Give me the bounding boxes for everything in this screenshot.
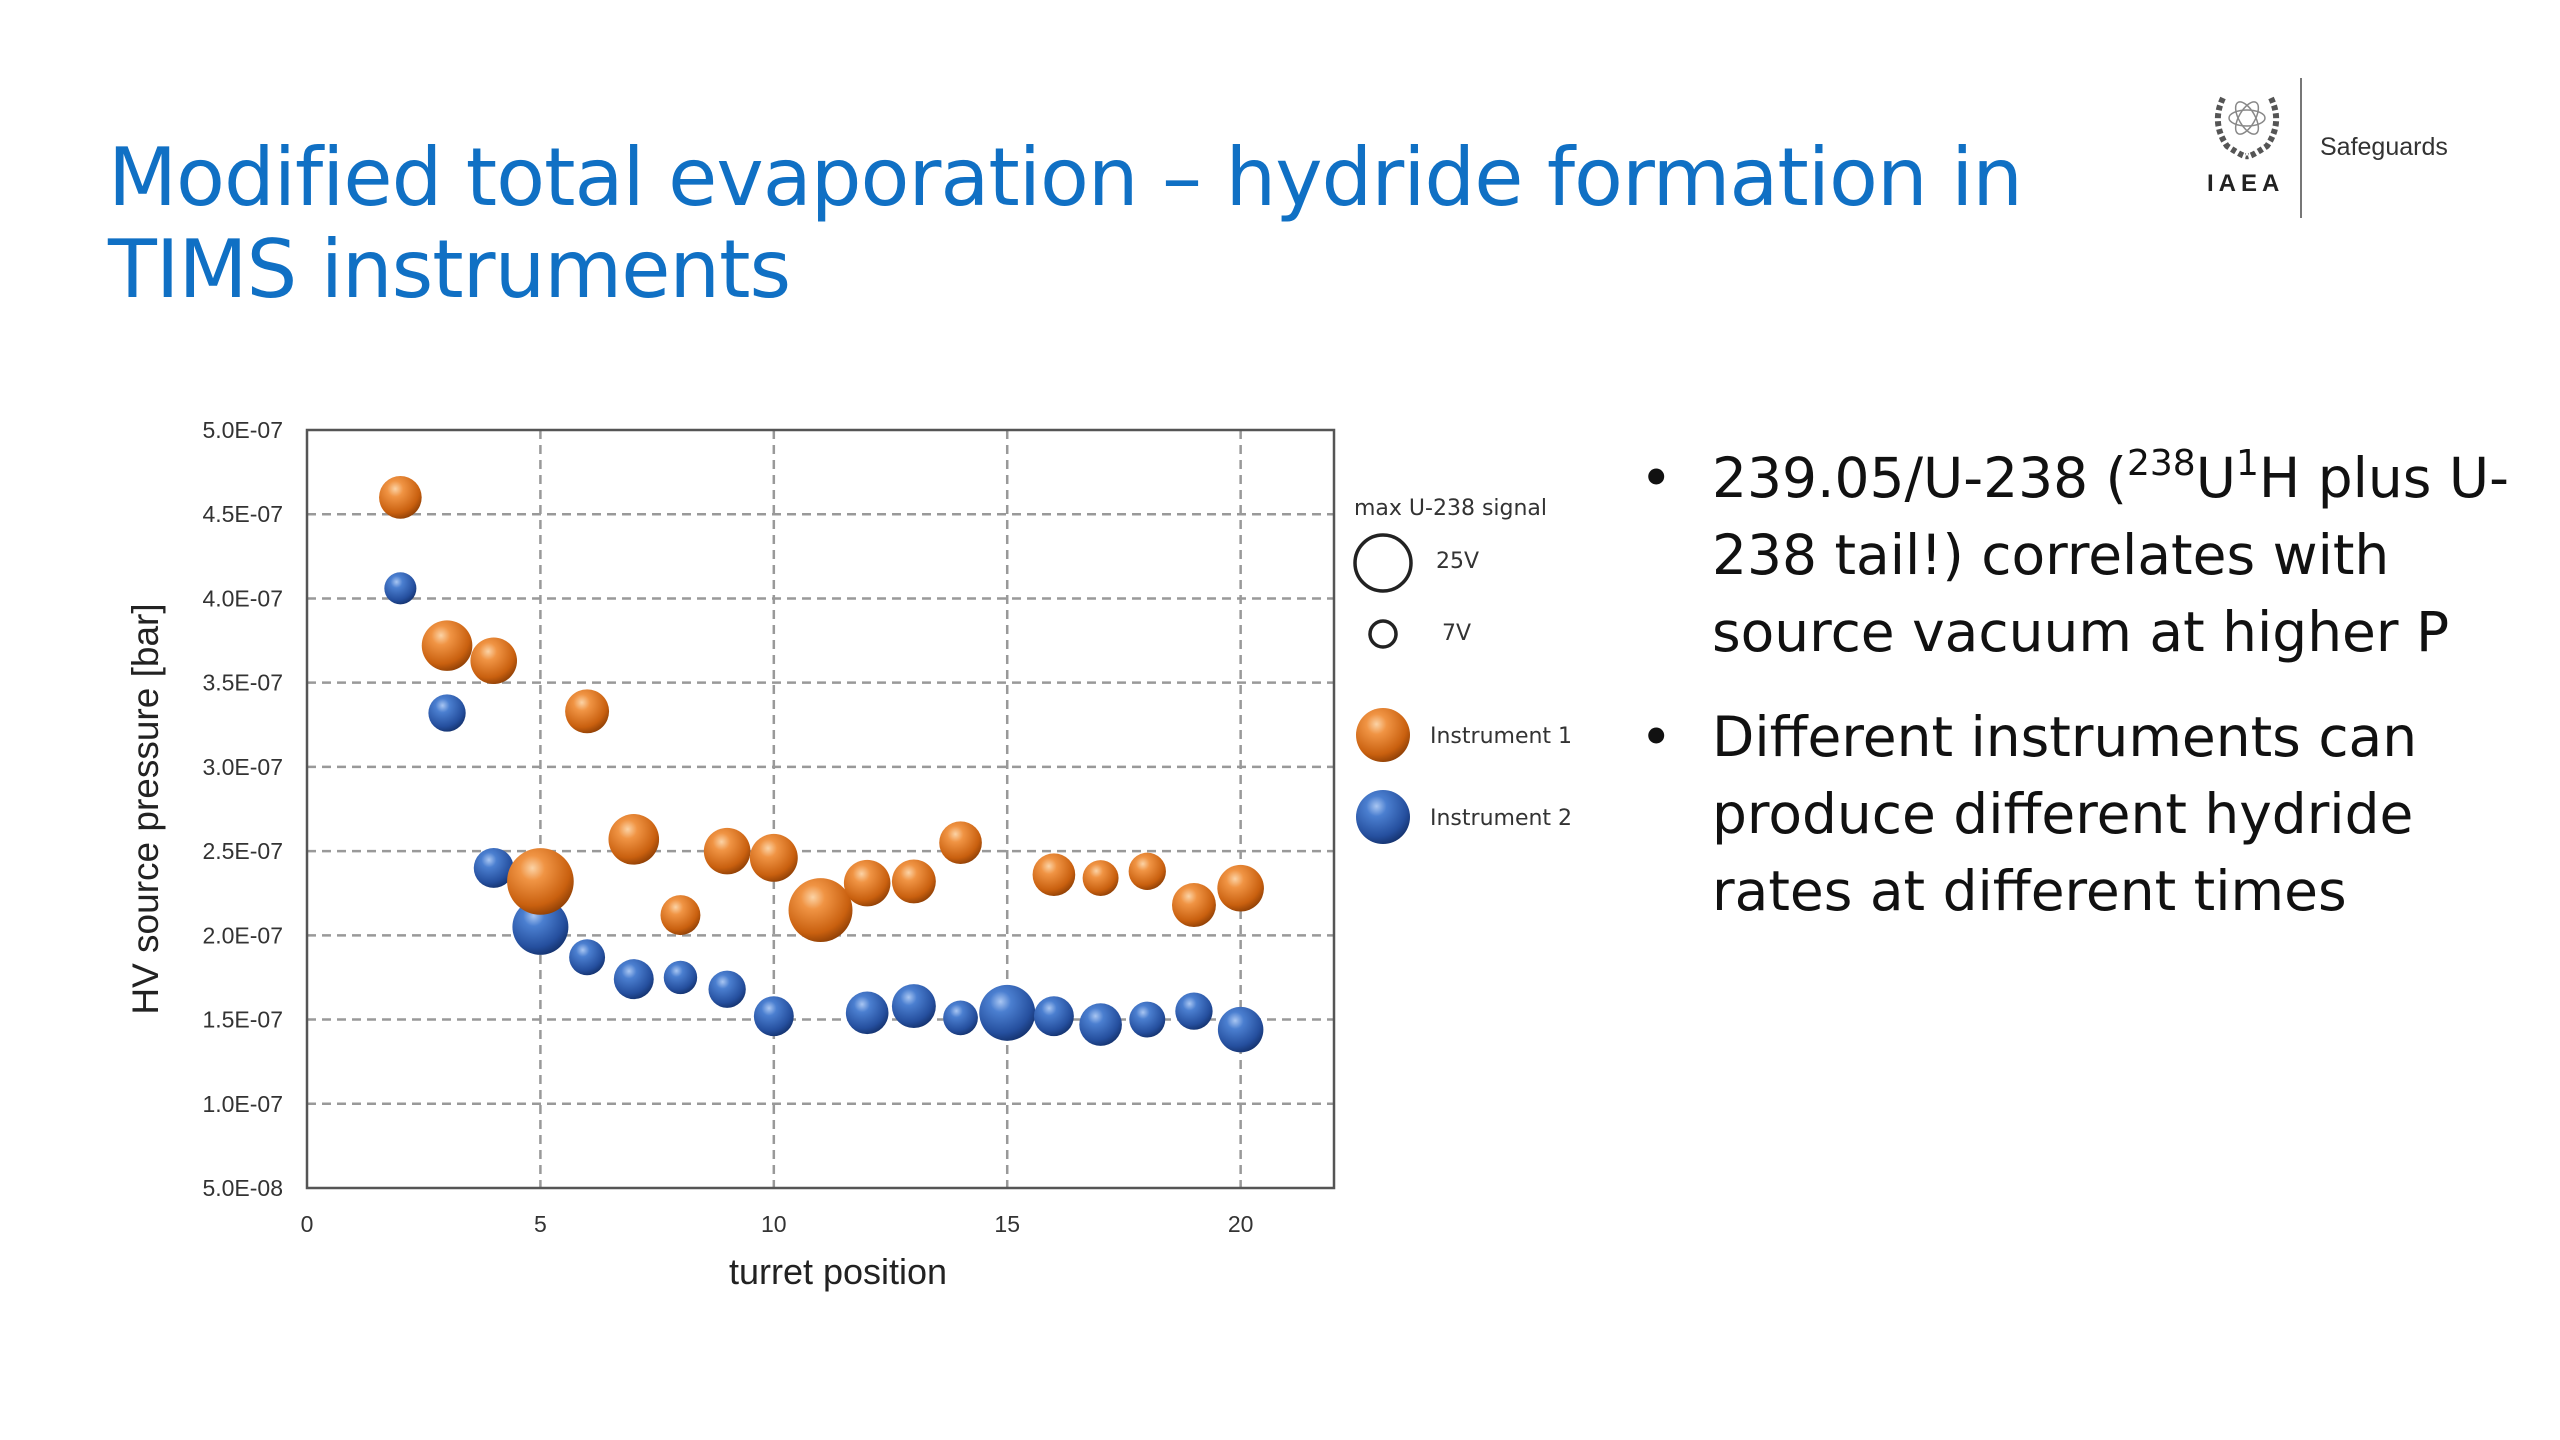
data-point-instrument-2 xyxy=(569,939,606,976)
legend-size-25v-label: 25V xyxy=(1436,549,1479,574)
y-tick-label: 1.5E-07 xyxy=(202,1007,283,1033)
plot-frame xyxy=(305,428,1336,1190)
x-tick-label: 5 xyxy=(534,1211,547,1237)
bullet-text: 239.05/U-238 ( xyxy=(1712,446,2127,510)
data-point-instrument-1 xyxy=(660,895,701,936)
data-point-instrument-1 xyxy=(421,620,473,671)
data-point-instrument-2 xyxy=(1217,1006,1264,1053)
y-tick-label: 5.0E-07 xyxy=(202,417,283,443)
x-tick-label: 20 xyxy=(1228,1211,1254,1237)
iaea-emblem-icon xyxy=(2214,96,2280,160)
data-point-instrument-2 xyxy=(979,984,1036,1041)
data-point-instrument-1 xyxy=(703,827,751,875)
bullet-item: • Different instruments can produce diff… xyxy=(1640,699,2540,930)
y-tick-label: 1.0E-07 xyxy=(202,1091,283,1117)
y-tick-label: 4.5E-07 xyxy=(202,501,283,527)
data-point-instrument-1 xyxy=(1032,853,1076,897)
iaea-logo: IAEA Safeguards xyxy=(2195,78,2515,220)
data-point-instrument-2 xyxy=(428,694,466,732)
y-tick-label: 2.0E-07 xyxy=(202,922,283,948)
legend-size-title: max U-238 signal xyxy=(1354,496,1547,521)
data-point-instrument-1 xyxy=(1217,864,1264,912)
legend-size-7v-circle xyxy=(1368,619,1398,649)
data-point-instrument-2 xyxy=(512,898,569,955)
x-tick-label: 15 xyxy=(994,1211,1020,1237)
data-point-instrument-1 xyxy=(507,848,574,915)
data-point-instrument-1 xyxy=(470,637,518,685)
x-tick-label: 10 xyxy=(761,1211,787,1237)
legend-instrument1-marker xyxy=(1356,708,1410,762)
data-point-instrument-1 xyxy=(843,859,891,907)
data-point-instrument-2 xyxy=(708,970,746,1008)
data-point-instrument-1 xyxy=(749,833,798,882)
data-point-instrument-2 xyxy=(1175,992,1213,1030)
bullet-text: U xyxy=(2195,446,2236,510)
bullet-item: • 239.05/U-238 (238U1H plus U-238 tail!)… xyxy=(1640,440,2540,671)
y-axis-label: HV source pressure [bar] xyxy=(125,603,166,1014)
data-point-instrument-2 xyxy=(891,984,936,1029)
data-point-instrument-1 xyxy=(379,476,422,519)
bullet-list: • 239.05/U-238 (238U1H plus U-238 tail!)… xyxy=(1640,440,2540,958)
y-tick-label: 5.0E-08 xyxy=(202,1175,283,1201)
data-point-instrument-2 xyxy=(1079,1003,1122,1046)
legend-instrument2-marker xyxy=(1356,790,1410,844)
data-point-instrument-1 xyxy=(1082,860,1119,897)
data-point-instrument-1 xyxy=(891,859,936,904)
logo-department-text: Safeguards xyxy=(2320,133,2448,161)
superscript: 238 xyxy=(2127,443,2196,484)
data-point-instrument-2 xyxy=(1033,996,1074,1037)
data-point-instrument-2 xyxy=(1129,1001,1166,1038)
bullet-text: H plus U-238 tail!) correlates with sour… xyxy=(1712,446,2510,664)
legend: max U-238 signal 25V 7V Instrument 1 Ins… xyxy=(1353,496,1572,844)
data-point-instrument-1 xyxy=(608,814,660,865)
y-tick-label: 3.5E-07 xyxy=(202,670,283,696)
data-point-instrument-1 xyxy=(565,689,610,734)
data-point-instrument-1 xyxy=(788,878,853,943)
y-tick-label: 3.0E-07 xyxy=(202,754,283,780)
data-point-instrument-2 xyxy=(663,960,698,995)
y-tick-label: 2.5E-07 xyxy=(202,838,283,864)
logo-divider xyxy=(2300,78,2302,218)
legend-size-7v-label: 7V xyxy=(1442,621,1471,646)
x-axis-label: turret position xyxy=(729,1251,947,1292)
legend-size-25v-circle xyxy=(1353,533,1413,593)
data-point-instrument-2 xyxy=(753,996,794,1037)
y-tick-label: 4.0E-07 xyxy=(202,585,283,611)
data-point-instrument-1 xyxy=(939,821,982,865)
data-point-instrument-1 xyxy=(1171,883,1216,927)
data-point-instrument-2 xyxy=(613,959,654,1000)
data-point-instrument-2 xyxy=(384,572,417,605)
superscript: 1 xyxy=(2235,443,2259,484)
bullet-text: Different instruments can produce differ… xyxy=(1712,705,2418,923)
slide-title: Modified total evaporation – hydride for… xyxy=(108,131,2023,316)
data-point-instrument-1 xyxy=(1128,852,1166,890)
logo-org-text: IAEA xyxy=(2207,170,2285,197)
legend-instrument1-label: Instrument 1 xyxy=(1430,724,1572,749)
legend-instrument2-label: Instrument 2 xyxy=(1430,806,1572,831)
x-tick-label: 0 xyxy=(301,1211,314,1237)
data-point-instrument-2 xyxy=(943,1000,978,1036)
bullet-marker: • xyxy=(1640,705,1673,769)
data-point-instrument-2 xyxy=(473,847,514,888)
bubble-chart: 5.0E-08 1.0E-07 1.5E-07 2.0E-07 2.5E-07 3.0E-… xyxy=(125,417,1572,1292)
bullet-marker: • xyxy=(1640,446,1673,510)
data-point-instrument-2 xyxy=(845,991,889,1035)
